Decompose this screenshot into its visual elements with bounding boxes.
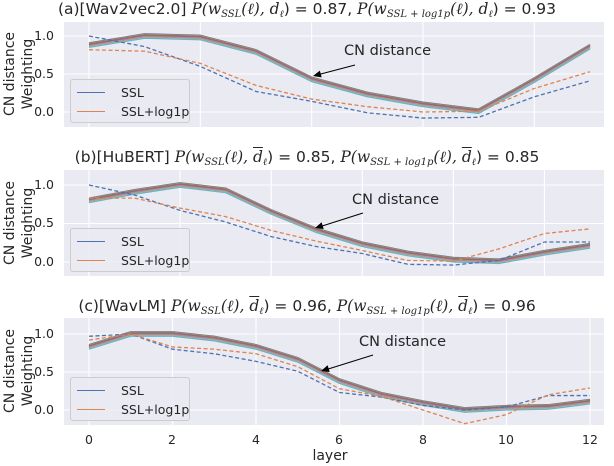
x-tick-label: 12 xyxy=(582,432,598,447)
x-tick-label: 6 xyxy=(335,432,343,447)
legend-swatch-ssl-log1p xyxy=(77,110,105,112)
ssl-log1p-dashed-line xyxy=(89,197,591,262)
annotation-arrowhead xyxy=(313,70,322,78)
legend-label: SSL xyxy=(121,233,144,249)
panel-a-annotation: CN distance xyxy=(344,43,432,59)
panel-a-ytick: 0.0 xyxy=(34,104,54,119)
x-tick-label: 2 xyxy=(168,432,176,447)
ssl-dashed-line xyxy=(88,35,591,119)
legend-label: SSL+log1p xyxy=(121,252,190,268)
legend-swatch-ssl xyxy=(77,91,105,93)
panel-a-ytick: 1.0 xyxy=(34,28,54,43)
panel-c-ytick: 0.0 xyxy=(34,402,54,417)
panel-b-ytick: 0.0 xyxy=(34,254,54,269)
ssl-log1p-dashed-line xyxy=(88,333,591,425)
panel-c-ytick: 0.5 xyxy=(34,364,54,379)
ssl-dashed-line xyxy=(88,333,590,411)
panel-c-ytick: 1.0 xyxy=(34,326,54,341)
legend-label: SSL+log1p xyxy=(121,401,190,417)
annotation-arrowhead xyxy=(315,222,324,229)
panel-b-annotation: CN distance xyxy=(352,192,440,208)
annotation-arrow xyxy=(316,64,356,76)
panel-a-ytick: 0.5 xyxy=(34,66,54,81)
panel-c-annotation: CN distance xyxy=(359,334,447,350)
panel-c-title: (c)[WavLM] P(wSSL(ℓ), dℓ) = 0.96, P(wSSL… xyxy=(78,297,536,317)
legend-swatch-ssl xyxy=(77,240,105,242)
panel-a-title: (a)[Wav2vec2.0] P(wSSL(ℓ), dℓ) = 0.87, P… xyxy=(57,0,557,20)
legend-swatch-ssl-log1p xyxy=(77,259,105,261)
legend-swatch-ssl-log1p xyxy=(77,408,105,410)
panel-b-ytick: 0.5 xyxy=(34,215,54,230)
panel-b-title: (b)[HuBERT] P(wSSL(ℓ), dℓ) = 0.85, P(wSS… xyxy=(74,148,540,168)
annotation-arrowhead xyxy=(321,365,330,372)
cn-distance-line xyxy=(88,186,591,265)
x-axis-label: layer xyxy=(312,448,348,464)
x-tick-label: 0 xyxy=(85,432,93,447)
panel-a-legend: SSL SSL+log1p xyxy=(70,79,190,123)
legend-label: SSL xyxy=(121,84,144,100)
annotation-arrow xyxy=(318,212,364,228)
panel-c-legend: SSL SSL+log1p xyxy=(70,377,190,421)
panel-b-legend: SSL SSL+log1p xyxy=(70,228,190,272)
annotation-arrow xyxy=(324,354,374,371)
legend-label: SSL+log1p xyxy=(121,103,190,119)
ssl-dashed-line xyxy=(88,184,590,266)
x-tick-label: 10 xyxy=(498,432,514,447)
legend-label: SSL xyxy=(121,382,144,398)
cn-distance-line xyxy=(88,335,591,413)
x-tick-label: 4 xyxy=(252,432,260,447)
panel-b-ytick: 1.0 xyxy=(34,177,54,192)
cn-distance-line xyxy=(88,37,591,115)
x-tick-label: 8 xyxy=(419,432,427,447)
legend-swatch-ssl xyxy=(77,389,105,391)
